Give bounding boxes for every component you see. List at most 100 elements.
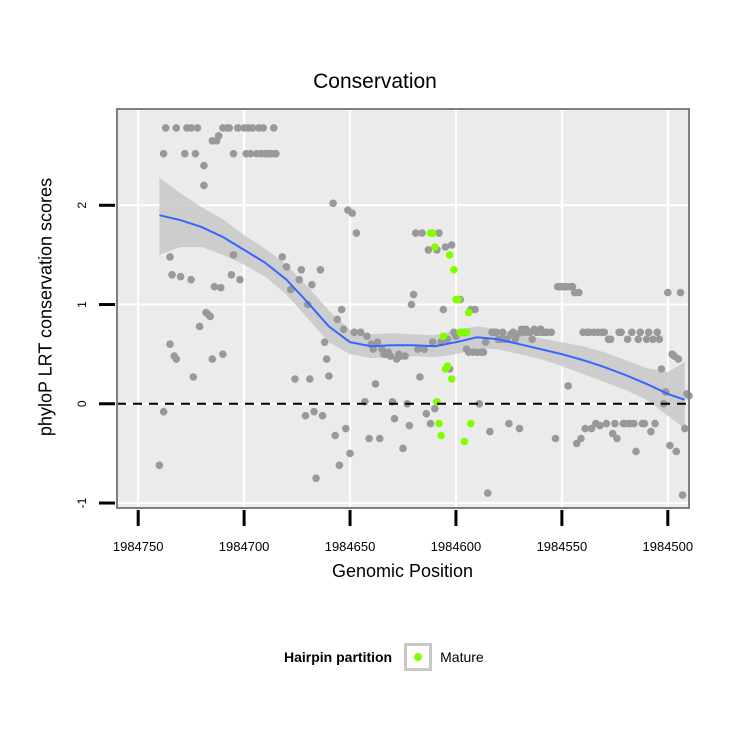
data-point bbox=[342, 424, 350, 433]
data-point-mature bbox=[447, 375, 456, 383]
data-point bbox=[513, 330, 522, 339]
data-point bbox=[551, 434, 560, 443]
data-point bbox=[297, 266, 306, 274]
data-point bbox=[587, 424, 596, 433]
data-point bbox=[375, 434, 384, 443]
y-tick-label: 0 bbox=[75, 400, 89, 407]
data-point bbox=[420, 345, 429, 354]
data-point-mature bbox=[464, 308, 473, 317]
legend-dot-icon bbox=[414, 653, 423, 661]
data-point bbox=[331, 431, 340, 440]
data-point bbox=[316, 266, 325, 274]
data-point bbox=[346, 449, 354, 458]
data-point bbox=[426, 419, 435, 428]
data-point bbox=[416, 373, 424, 381]
x-tick-label: 1984600 bbox=[431, 539, 482, 554]
x-tick-label: 1984550 bbox=[537, 539, 588, 554]
data-point-mature bbox=[428, 229, 437, 237]
data-point bbox=[181, 149, 189, 158]
data-point bbox=[492, 328, 501, 337]
data-point bbox=[657, 365, 666, 373]
data-point bbox=[225, 124, 234, 132]
data-point bbox=[272, 149, 280, 158]
data-point bbox=[335, 461, 344, 470]
data-point bbox=[481, 338, 490, 347]
data-point bbox=[356, 328, 365, 337]
legend-title: Hairpin partition bbox=[284, 649, 393, 665]
y-axis-label: phyloP LRT conservation scores bbox=[35, 177, 56, 437]
data-point bbox=[191, 149, 200, 158]
x-tick-label: 1984700 bbox=[219, 539, 270, 554]
data-point bbox=[318, 411, 327, 420]
data-point bbox=[515, 424, 524, 433]
data-point bbox=[672, 447, 681, 456]
data-point bbox=[219, 350, 227, 359]
data-point bbox=[475, 400, 484, 408]
data-point bbox=[348, 209, 357, 217]
data-point-mature bbox=[454, 295, 462, 304]
data-point bbox=[172, 124, 181, 132]
x-axis-ticks: 1984750 1984700 1984650 1984600 1984550 19845… bbox=[113, 510, 693, 554]
data-point bbox=[471, 305, 479, 314]
data-point bbox=[259, 124, 268, 132]
data-point bbox=[435, 229, 443, 237]
x-tick-label: 1984650 bbox=[325, 539, 376, 554]
data-point bbox=[371, 380, 380, 388]
chart-title: Conservation bbox=[313, 70, 437, 93]
data-point bbox=[246, 149, 255, 158]
data-point bbox=[666, 441, 674, 450]
data-point bbox=[386, 352, 395, 360]
data-point bbox=[308, 280, 316, 289]
data-point bbox=[217, 283, 225, 292]
data-point bbox=[210, 282, 219, 291]
data-point bbox=[229, 251, 238, 259]
data-point bbox=[568, 282, 577, 291]
data-point bbox=[172, 355, 181, 363]
data-point bbox=[329, 199, 337, 208]
plot-panel-border bbox=[116, 108, 690, 509]
data-point bbox=[195, 322, 204, 331]
data-point bbox=[291, 375, 299, 383]
data-point bbox=[295, 275, 304, 284]
data-point bbox=[564, 382, 572, 390]
legend-key-mature bbox=[404, 643, 433, 671]
data-point-mature bbox=[443, 362, 452, 370]
data-point bbox=[312, 474, 320, 483]
data-point bbox=[278, 253, 287, 261]
data-point bbox=[161, 124, 170, 132]
data-point-mature bbox=[435, 419, 443, 428]
data-point bbox=[572, 439, 581, 448]
data-point bbox=[611, 419, 619, 428]
data-point bbox=[608, 429, 617, 438]
data-point bbox=[320, 338, 329, 347]
data-point bbox=[424, 246, 433, 254]
data-point bbox=[390, 414, 399, 423]
data-point bbox=[447, 241, 456, 249]
data-point bbox=[234, 124, 242, 132]
data-point bbox=[159, 407, 168, 416]
data-point bbox=[229, 149, 238, 158]
y-tick-label: 2 bbox=[75, 202, 89, 209]
data-point bbox=[363, 332, 371, 341]
data-point bbox=[187, 275, 195, 284]
data-point bbox=[647, 427, 655, 436]
data-point bbox=[369, 345, 378, 354]
data-point bbox=[479, 348, 488, 357]
data-point bbox=[676, 288, 685, 297]
grid-lines bbox=[117, 109, 689, 508]
points-mature bbox=[426, 229, 475, 446]
data-point bbox=[644, 328, 653, 337]
plot-panel bbox=[117, 109, 689, 508]
data-point bbox=[352, 229, 361, 237]
data-point bbox=[632, 447, 640, 456]
data-point bbox=[322, 355, 331, 363]
data-point bbox=[575, 288, 583, 297]
data-point bbox=[674, 355, 683, 363]
data-point bbox=[373, 338, 382, 347]
data-point bbox=[200, 161, 208, 170]
data-point bbox=[681, 424, 689, 433]
data-point-mature bbox=[439, 332, 448, 341]
data-point bbox=[270, 124, 278, 132]
data-point-mature bbox=[437, 431, 445, 440]
